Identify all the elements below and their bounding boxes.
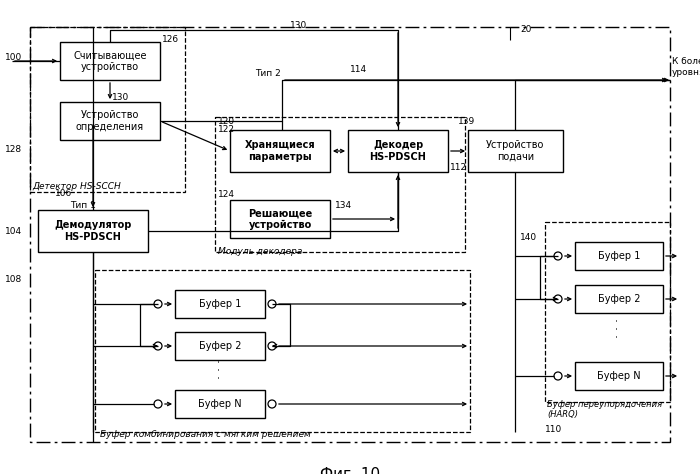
Text: Буфер комбинирования с мягким решением: Буфер комбинирования с мягким решением: [100, 430, 311, 439]
Text: Устройство
подачи: Устройство подачи: [486, 140, 545, 162]
Bar: [575, 242, 663, 270]
Text: 114: 114: [350, 65, 367, 74]
Text: 104: 104: [5, 228, 22, 237]
Text: Буфер 2: Буфер 2: [199, 341, 241, 351]
Text: 106: 106: [55, 190, 72, 199]
Bar: [215, 117, 465, 252]
Text: 120: 120: [218, 117, 235, 126]
Text: 134: 134: [335, 201, 352, 210]
Text: 126: 126: [162, 36, 179, 45]
Bar: [60, 102, 160, 140]
Text: 20: 20: [520, 25, 531, 34]
Text: Буфер 1: Буфер 1: [199, 299, 241, 309]
Text: Буфер N: Буфер N: [597, 371, 641, 381]
Text: Тип 1: Тип 1: [70, 201, 96, 210]
Text: 130: 130: [112, 92, 130, 101]
Text: 124: 124: [218, 190, 235, 199]
Text: Решающее
устройство: Решающее устройство: [248, 208, 312, 230]
Bar: [175, 290, 265, 318]
Text: 108: 108: [5, 275, 22, 284]
Text: 100: 100: [5, 53, 22, 62]
Text: · · ·: · · ·: [214, 359, 227, 379]
Text: К более высоким
уровням: К более высоким уровням: [672, 57, 700, 77]
Bar: [175, 390, 265, 418]
Bar: [348, 130, 448, 172]
Text: Буфер переупорядочения
(HARQ): Буфер переупорядочения (HARQ): [547, 400, 662, 419]
Bar: [575, 362, 663, 390]
Text: 139: 139: [458, 117, 475, 126]
Text: Буфер N: Буфер N: [198, 399, 242, 409]
Text: Буфер 2: Буфер 2: [598, 294, 640, 304]
Bar: [468, 130, 563, 172]
Text: 112: 112: [450, 163, 467, 172]
Text: Устройство
определения: Устройство определения: [76, 110, 144, 132]
Text: Фиг. 10: Фиг. 10: [320, 467, 380, 474]
Bar: [30, 27, 185, 192]
Bar: [230, 130, 330, 172]
Text: 130: 130: [290, 20, 307, 29]
Text: Декодер
HS-PDSCH: Декодер HS-PDSCH: [370, 140, 426, 162]
Text: Буфер 1: Буфер 1: [598, 251, 640, 261]
Text: Считывающее
устройство: Считывающее устройство: [74, 50, 147, 72]
Text: Модуль декодера: Модуль декодера: [218, 247, 302, 256]
Bar: [545, 222, 670, 402]
Text: 122: 122: [218, 125, 235, 134]
Text: Детектор HS-SCCH: Детектор HS-SCCH: [32, 182, 120, 191]
Bar: [95, 270, 470, 432]
Bar: [575, 285, 663, 313]
Text: 110: 110: [545, 426, 562, 435]
Bar: [60, 42, 160, 80]
Text: Тип 2: Тип 2: [255, 70, 281, 79]
Text: Хранящиеся
параметры: Хранящиеся параметры: [245, 140, 315, 162]
Text: 128: 128: [5, 145, 22, 154]
Text: · · ·: · · ·: [612, 318, 626, 338]
Text: Демодулятор
HS-PDSCH: Демодулятор HS-PDSCH: [55, 220, 132, 242]
Text: 140: 140: [520, 233, 537, 241]
Bar: [175, 332, 265, 360]
Bar: [230, 200, 330, 238]
Bar: [38, 210, 148, 252]
